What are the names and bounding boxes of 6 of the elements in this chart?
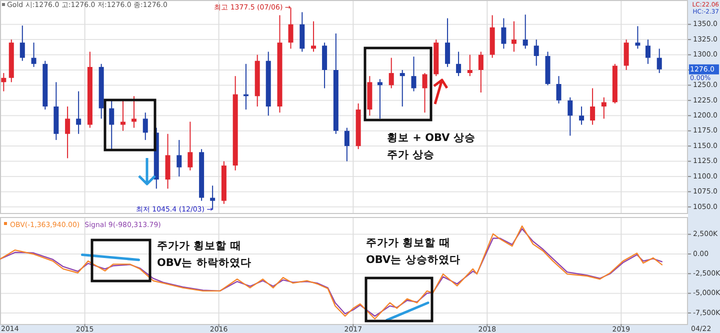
- annotation: 주가 상승: [387, 148, 435, 161]
- annotation: OBV는 상승하였다: [366, 254, 460, 266]
- annotation: 횡보 + OBV 상승: [387, 132, 476, 144]
- annotation: 주가가 횡보할 때: [366, 236, 450, 249]
- annotation: 주가가 횡보할 때: [157, 240, 242, 252]
- annotation: OBV는 하락하였다: [157, 256, 252, 269]
